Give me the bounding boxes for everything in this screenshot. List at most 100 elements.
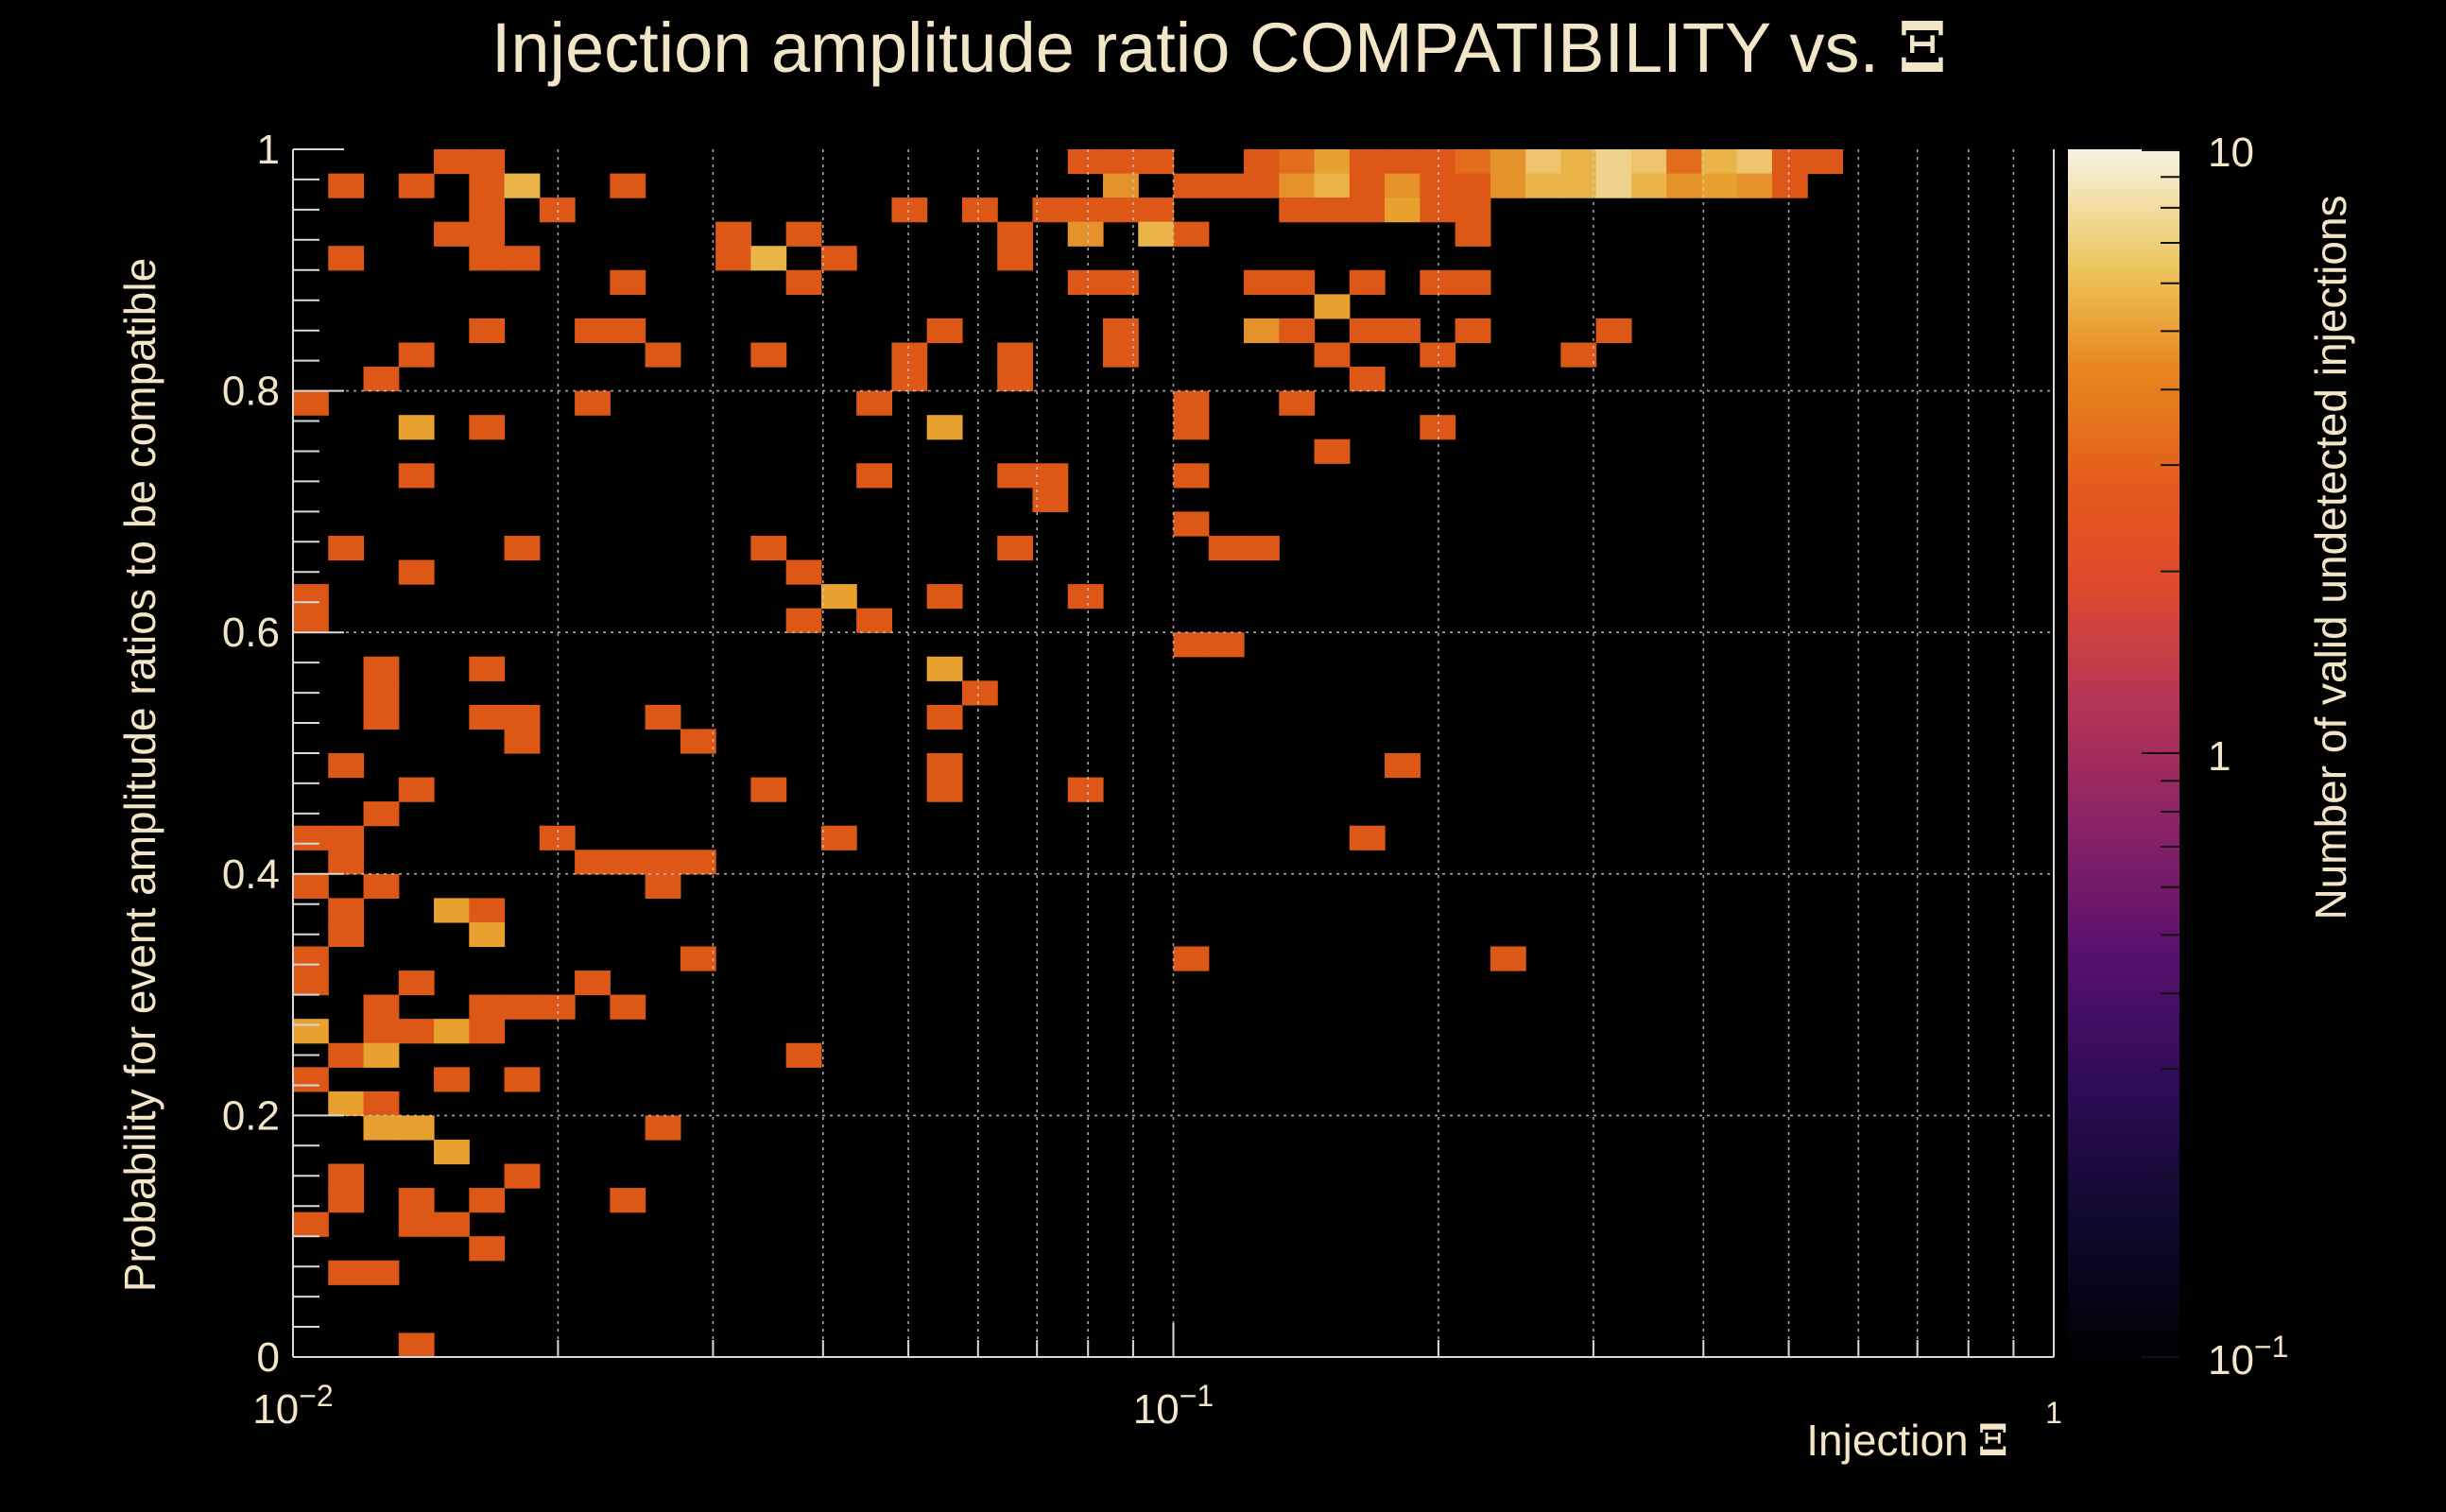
heatmap-cell <box>293 584 329 610</box>
heatmap-cell <box>504 173 541 198</box>
heatmap-cell <box>610 1188 646 1213</box>
heatmap-cell <box>1349 269 1386 295</box>
heatmap-cell <box>328 246 365 271</box>
heatmap-cell <box>610 269 646 295</box>
heatmap-cell <box>328 825 365 850</box>
heatmap-cell <box>1314 342 1351 368</box>
heatmap-cell <box>504 1163 541 1189</box>
heatmap-cell <box>1102 149 1139 175</box>
heatmap-cell <box>504 994 541 1020</box>
heatmap-cell <box>1455 221 1491 247</box>
heatmap-cell <box>328 898 365 923</box>
heatmap-cell <box>997 535 1034 561</box>
heatmap-cell <box>1138 149 1175 175</box>
heatmap-cell <box>1244 318 1280 344</box>
heatmap-cell <box>1173 632 1210 658</box>
heatmap-cell <box>1385 198 1421 223</box>
x-tick-label: 10−1 <box>1133 1379 1214 1433</box>
heatmap-cell <box>1279 198 1316 223</box>
y-tick-label: 1 <box>257 127 280 173</box>
heatmap-cell <box>363 656 400 681</box>
heatmap-cell <box>469 173 506 198</box>
heatmap-cell <box>328 1042 365 1068</box>
tick-labels: 0 0.2 0.4 0.6 0.8 1 10−2 10−1 1 <box>222 127 2062 1433</box>
heatmap-cell <box>328 1163 365 1189</box>
heatmap-cell <box>926 777 963 802</box>
heatmap-cell <box>1314 438 1351 464</box>
y-tick-label: 0.2 <box>222 1092 280 1139</box>
heatmap-cell <box>469 656 506 681</box>
heatmap-cell <box>610 994 646 1020</box>
heatmap-cell <box>1525 173 1561 198</box>
heatmap-cell <box>363 801 400 827</box>
heatmap-cell <box>961 198 998 223</box>
heatmap-cell <box>1349 198 1386 223</box>
heatmap-cell <box>1701 149 1738 175</box>
heatmap-cell <box>469 149 506 175</box>
heatmap-cell <box>398 1332 435 1358</box>
heatmap-cell <box>926 656 963 681</box>
heatmap-cell <box>1595 318 1632 344</box>
heatmap-cell <box>293 1211 329 1237</box>
heatmap-cell <box>1736 149 1773 175</box>
heatmap-cell <box>1032 198 1069 223</box>
heatmap-cell <box>645 873 681 899</box>
heatmap-cell <box>680 729 716 754</box>
heatmap-cell <box>469 1236 506 1262</box>
heatmap-cell <box>575 390 611 416</box>
heatmap-cell <box>575 971 611 996</box>
heatmap-cell <box>434 1211 470 1237</box>
heatmap-cell <box>926 318 963 344</box>
heatmap-cell <box>293 971 329 996</box>
heatmap-cell <box>398 1188 435 1213</box>
heatmap-cell <box>1666 173 1702 198</box>
heatmap-cell <box>1279 149 1316 175</box>
heatmap-cell <box>891 198 928 223</box>
heatmap-cell <box>398 1115 435 1141</box>
colorbar-label: Number of valid undetected injections <box>2306 195 2355 919</box>
heatmap-cell <box>398 971 435 996</box>
heatmap-cell <box>363 1091 400 1116</box>
heatmap-cell <box>1455 269 1491 295</box>
heatmap-cell <box>293 825 329 850</box>
heatmap-cell <box>997 367 1034 392</box>
heatmap-cell <box>997 463 1034 489</box>
heatmap-cell <box>1279 173 1316 198</box>
heatmap-cell <box>997 342 1034 368</box>
y-tick-label: 0.6 <box>222 610 280 656</box>
heatmap-cell <box>1385 753 1421 779</box>
heatmap-cell <box>997 221 1034 247</box>
y-tick-label: 0.4 <box>222 851 280 898</box>
heatmap-cell <box>469 318 506 344</box>
heatmap-cell <box>750 246 787 271</box>
heatmap-cell <box>293 873 329 899</box>
heatmap-cell <box>1067 198 1104 223</box>
colorbar-tick-label: 1 <box>2208 733 2231 780</box>
heatmap-cell <box>1349 173 1386 198</box>
heatmap-cells <box>293 149 1844 1358</box>
heatmap-cell <box>1173 221 1210 247</box>
heatmap-cell <box>750 777 787 802</box>
heatmap-cell <box>1420 173 1456 198</box>
heatmap-cell <box>504 246 541 271</box>
heatmap-cell <box>645 342 681 368</box>
heatmap-cell <box>926 753 963 779</box>
heatmap-cell <box>1067 777 1104 802</box>
heatmap-cell <box>856 463 893 489</box>
heatmap-cell <box>469 921 506 948</box>
colorbar: 10−1 1 10 <box>2068 129 2288 1383</box>
heatmap-cell <box>785 608 822 633</box>
heatmap-cell <box>328 173 365 198</box>
heatmap-cell <box>715 221 751 247</box>
heatmap-cell <box>1067 584 1104 610</box>
heatmap-cell <box>328 535 365 561</box>
heatmap-cell <box>398 342 435 368</box>
heatmap-cell <box>328 850 365 875</box>
heatmap-cell <box>1067 269 1104 295</box>
heatmap-cell <box>785 269 822 295</box>
heatmap-cell <box>820 246 857 271</box>
heatmap-cell <box>1138 198 1175 223</box>
heatmap-cell <box>1490 173 1526 198</box>
heatmap-cell <box>1244 535 1280 561</box>
